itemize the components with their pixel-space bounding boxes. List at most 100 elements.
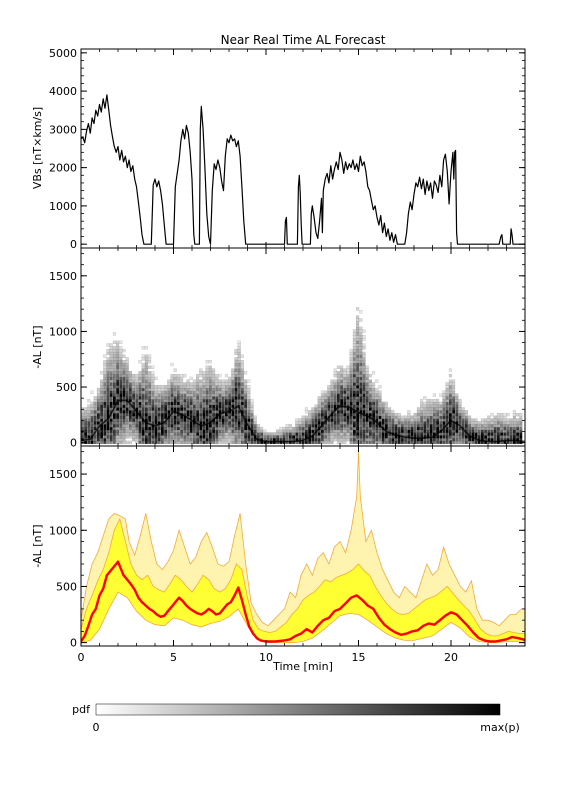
pdf-cell <box>228 382 232 386</box>
pdf-cell <box>151 410 155 414</box>
pdf-cell <box>106 398 110 403</box>
pdf-cell <box>359 432 363 436</box>
pdf-cell <box>394 440 398 445</box>
pdf-cell <box>359 332 363 336</box>
pdf-cell <box>173 426 177 431</box>
pdf-cell <box>340 426 344 431</box>
pdf-cell <box>410 429 414 433</box>
pdf-cell <box>445 382 449 386</box>
pdf-cell <box>365 404 369 408</box>
pdf-cell <box>164 429 168 433</box>
pdf-cell <box>106 437 110 442</box>
pdf-cell <box>349 412 353 417</box>
pdf-cell <box>144 346 148 350</box>
pdf-cell <box>372 410 376 414</box>
pdf-cell <box>170 407 174 411</box>
pdf-cell <box>317 407 321 411</box>
colorbar-gradient <box>95 703 501 716</box>
pdf-cell <box>106 393 110 397</box>
pdf-cell <box>512 421 516 425</box>
pdf-cell <box>148 371 152 375</box>
pdf-cell <box>416 407 420 411</box>
pdf-cell <box>119 354 123 358</box>
pdf-cell <box>349 365 353 369</box>
pdf-cell <box>189 376 193 381</box>
pdf-cell <box>183 435 187 439</box>
pdf-cell <box>503 412 507 417</box>
pdf-cell <box>154 410 158 414</box>
pdf-cell <box>196 393 200 397</box>
pdf-cell <box>116 340 120 344</box>
pdf-cell <box>141 373 145 378</box>
pdf-cell <box>224 440 228 445</box>
pdf-cell <box>400 426 404 431</box>
pdf-cell <box>208 424 212 428</box>
pdf-cell <box>368 373 372 378</box>
pdf-cell <box>205 426 209 431</box>
pdf-cell <box>477 424 481 428</box>
pdf-cell <box>132 393 136 397</box>
pdf-cell <box>279 435 283 439</box>
pdf-cell <box>407 437 411 442</box>
pdf-cell <box>349 429 353 433</box>
pdf-cell <box>253 440 257 445</box>
pdf-cell <box>244 440 248 445</box>
pdf-cell <box>496 432 500 436</box>
pdf-cell <box>362 373 366 378</box>
pdf-cell <box>176 429 180 433</box>
pdf-cell <box>138 432 142 436</box>
pdf-cell <box>135 421 139 425</box>
pdf-cell <box>128 424 132 428</box>
pdf-cell <box>196 410 200 414</box>
pdf-cell <box>250 404 254 408</box>
pdf-cell <box>359 437 363 442</box>
pdf-cell <box>250 412 254 417</box>
pdf-cell <box>208 373 212 378</box>
pdf-cell <box>148 354 152 358</box>
pdf-cell <box>100 396 104 400</box>
pdf-cell <box>148 435 152 439</box>
pdf-cell <box>237 340 241 344</box>
pdf-cell <box>116 404 120 408</box>
pdf-cell <box>298 418 302 422</box>
pdf-cell <box>237 354 241 358</box>
pdf-cell <box>308 426 312 431</box>
pdf-cell <box>381 401 385 406</box>
pdf-cell <box>112 424 116 428</box>
pdf-cell <box>157 440 161 445</box>
pdf-cell <box>356 307 360 311</box>
pdf-cell <box>336 435 340 439</box>
pdf-cell <box>122 360 126 364</box>
pdf-cell <box>333 379 337 383</box>
pdf-cell <box>352 401 356 406</box>
pdf-cell <box>167 440 171 445</box>
pdf-cell <box>202 390 206 394</box>
pdf-cell <box>116 437 120 442</box>
pdf-cell <box>132 382 136 386</box>
pdf-cell <box>330 424 334 428</box>
pdf-cell <box>448 393 452 397</box>
pdf-cell <box>314 410 318 414</box>
pdf-cell <box>144 396 148 400</box>
pdf-cell <box>109 426 113 431</box>
pdf-cell <box>263 432 267 436</box>
pdf-cell <box>285 426 289 431</box>
pdf-cell <box>106 357 110 361</box>
pdf-cell <box>365 429 369 433</box>
pdf-cell <box>352 343 356 347</box>
pdf-cell <box>183 418 187 422</box>
pdf-cell <box>148 410 152 414</box>
pdf-cell <box>420 432 424 436</box>
pdf-cell <box>132 421 136 425</box>
pdf-cell <box>144 435 148 439</box>
pdf-cell <box>391 435 395 439</box>
pdf-cell <box>180 376 184 381</box>
pdf-cell <box>106 432 110 436</box>
pdf-cell <box>352 393 356 397</box>
pdf-cell <box>176 407 180 411</box>
pdf-cell <box>128 396 132 400</box>
pdf-cell <box>352 440 356 445</box>
pdf-cell <box>237 368 241 372</box>
pdf-cell <box>164 410 168 414</box>
vbs-ytick-label: 5000 <box>49 47 77 60</box>
